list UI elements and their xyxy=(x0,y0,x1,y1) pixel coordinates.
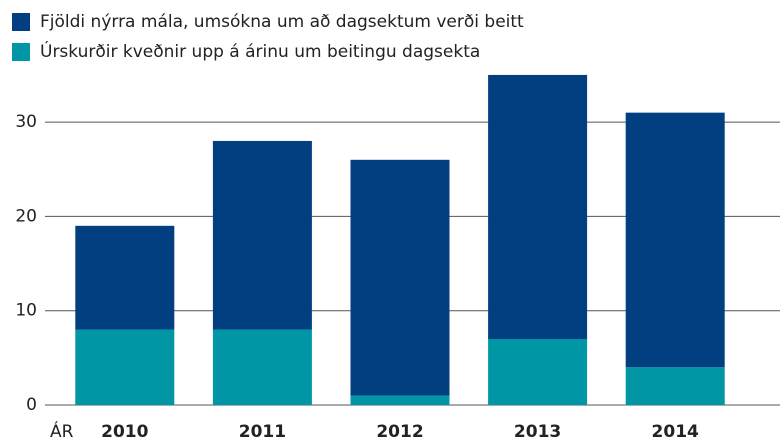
bar-segment xyxy=(488,74,588,339)
y-tick-label: 30 xyxy=(15,112,37,132)
x-tick-label: 2010 xyxy=(101,422,148,438)
x-tick-label: 2014 xyxy=(652,422,699,438)
legend-swatch xyxy=(12,43,30,61)
x-tick-label: 2012 xyxy=(376,422,423,438)
bar-segment xyxy=(350,395,450,405)
bar-segment xyxy=(75,225,175,330)
x-tick-label: 2011 xyxy=(239,422,286,438)
legend-label: Fjöldi nýrra mála, umsókna um að dagsekt… xyxy=(40,12,524,32)
bar-segment xyxy=(625,367,725,405)
x-axis-label: ÁR xyxy=(50,420,74,438)
y-tick-label: 0 xyxy=(26,395,37,415)
legend-label: Úrskurðir kveðnir upp á árinu um beiting… xyxy=(40,40,480,62)
y-tick-label: 10 xyxy=(15,301,37,321)
bar-segment xyxy=(488,338,588,405)
bar-segment xyxy=(212,140,312,330)
bar-segment xyxy=(625,112,725,368)
x-tick-label: 2013 xyxy=(514,422,561,438)
bar-segment xyxy=(350,159,450,396)
y-tick-label: 20 xyxy=(15,206,37,226)
bar-segment xyxy=(75,329,175,405)
legend-swatch xyxy=(12,13,30,31)
bar-segment xyxy=(212,329,312,405)
